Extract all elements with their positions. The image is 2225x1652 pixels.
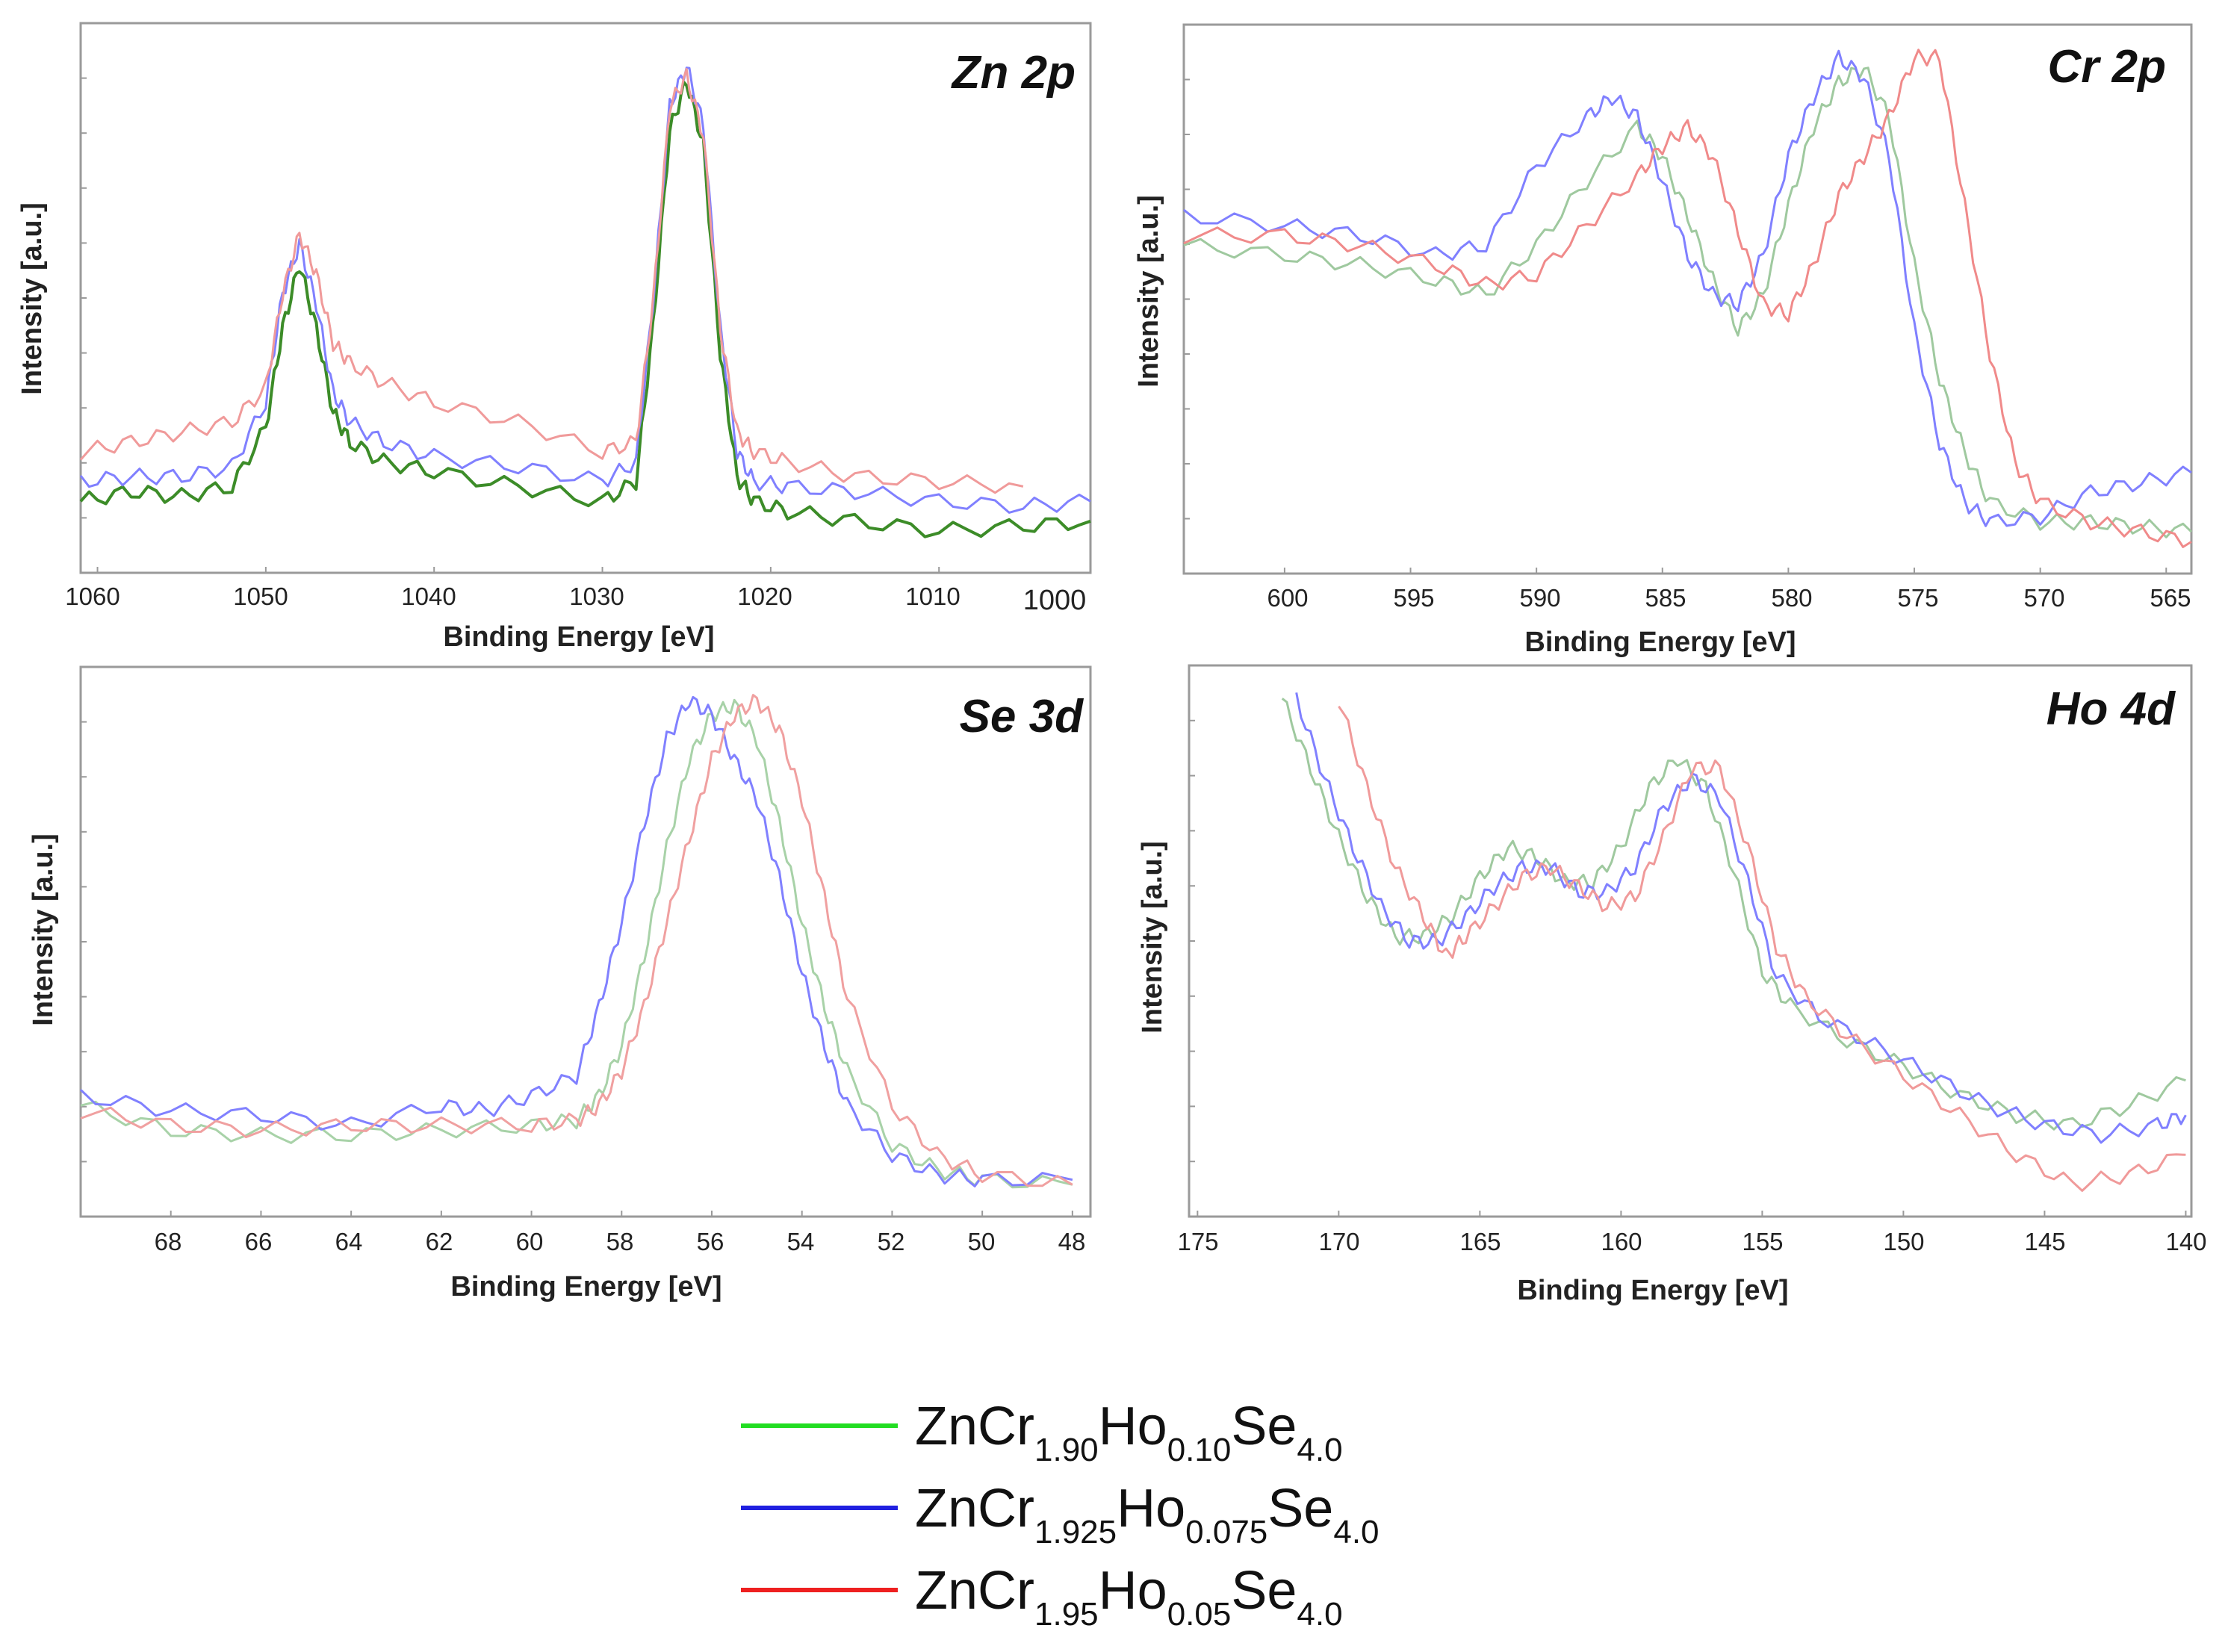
y-ticks bbox=[1189, 719, 2187, 1217]
x-tick-label: 600 bbox=[1267, 584, 1308, 612]
x-tick-label: 580 bbox=[1771, 584, 1812, 612]
x-tick-label: 50 bbox=[968, 1228, 996, 1255]
x-tick-label: 155 bbox=[1742, 1228, 1783, 1255]
legend-swatch bbox=[741, 1506, 898, 1510]
x-tick-label: 595 bbox=[1393, 584, 1434, 612]
x-tick-label: 170 bbox=[1318, 1228, 1359, 1255]
x-tick-label: 570 bbox=[2023, 584, 2064, 612]
x-tick-label: 58 bbox=[606, 1228, 634, 1255]
panel-zn-2p: Zn 2p Intensity [a.u.] Binding Energy [e… bbox=[16, 22, 1092, 653]
series-layer bbox=[1281, 692, 2187, 1192]
x-tick-labels: 68 66 64 62 60 58 56 54 52 50 48 bbox=[155, 1228, 1086, 1255]
x-tick-label: 150 bbox=[1883, 1228, 1924, 1255]
x-axis-title: Binding Energy [eV] bbox=[450, 1271, 722, 1302]
panel-title: Zn 2p bbox=[951, 47, 1076, 99]
series-line-3 bbox=[1183, 49, 2192, 548]
x-tick-label: 1010 bbox=[905, 583, 960, 610]
x-tick-label: 1050 bbox=[233, 583, 288, 610]
x-tick-label: 56 bbox=[697, 1228, 724, 1255]
plot-frame bbox=[79, 22, 1092, 574]
x-tick-labels: 175 170 165 160 155 150 145 140 bbox=[1177, 1228, 2206, 1255]
x-tick-labels: 1060 1050 1040 1030 1020 1010 1000 bbox=[65, 583, 1086, 616]
y-ticks bbox=[81, 77, 940, 573]
x-axis-title: Binding Energy [eV] bbox=[1517, 1275, 1788, 1306]
panel-ho-4d: Ho 4d Intensity [a.u.] Binding Energy [e… bbox=[1137, 664, 2207, 1306]
legend-item-ho005: ZnCr1.95Ho0.05Se4.0 bbox=[732, 1553, 1628, 1636]
x-tick-label: 1020 bbox=[737, 583, 792, 610]
legend-swatch bbox=[741, 1423, 898, 1428]
series-line-1 bbox=[79, 80, 1091, 538]
x-tick-label: 1030 bbox=[569, 583, 624, 610]
x-tick-label: 60 bbox=[516, 1228, 544, 1255]
series-line-3 bbox=[1338, 705, 2186, 1192]
x-tick-label: 62 bbox=[426, 1228, 453, 1255]
series-layer bbox=[1183, 49, 2193, 548]
plot-frame bbox=[79, 665, 1092, 1218]
legend-label: ZnCr1.925Ho0.075Se4.0 bbox=[915, 1479, 1380, 1550]
x-axis-title: Binding Energy [eV] bbox=[1524, 627, 1796, 658]
x-axis-title: Binding Energy [eV] bbox=[443, 621, 714, 653]
y-ticks bbox=[81, 721, 1073, 1217]
plot-frame bbox=[1182, 23, 2193, 575]
y-axis-title: Intensity [a.u.] bbox=[28, 833, 59, 1026]
legend-label: ZnCr1.90Ho0.10Se4.0 bbox=[915, 1397, 1343, 1468]
series-line-3 bbox=[80, 694, 1073, 1187]
legend-label: ZnCr1.95Ho0.05Se4.0 bbox=[915, 1561, 1343, 1633]
x-tick-label: 590 bbox=[1519, 584, 1560, 612]
legend: ZnCr1.90Ho0.10Se4.0 ZnCr1.925Ho0.075Se4.… bbox=[732, 1389, 1628, 1636]
y-axis-title: Intensity [a.u.] bbox=[1133, 195, 1164, 388]
series-line-2 bbox=[79, 695, 1073, 1187]
series-line-1 bbox=[1183, 66, 2193, 538]
x-tick-label: 1060 bbox=[65, 583, 120, 610]
x-tick-label: 145 bbox=[2024, 1228, 2065, 1255]
x-tick-label: 52 bbox=[878, 1228, 905, 1255]
panel-title: Se 3d bbox=[960, 691, 1084, 742]
series-line-1 bbox=[1281, 698, 2186, 1131]
x-tick-label: 54 bbox=[787, 1228, 815, 1255]
legend-item-ho010: ZnCr1.90Ho0.10Se4.0 bbox=[732, 1389, 1628, 1471]
plot-frame bbox=[1188, 664, 2193, 1218]
panel-title: Ho 4d bbox=[2046, 683, 2176, 735]
x-tick-label: 1040 bbox=[401, 583, 456, 610]
panel-cr-2p: Cr 2p Intensity [a.u.] Binding Energy [e… bbox=[1133, 23, 2193, 658]
panel-se-3d: Se 3d Intensity [a.u.] Binding Energy [e… bbox=[28, 665, 1092, 1302]
x-tick-label: 48 bbox=[1058, 1228, 1086, 1255]
x-tick-label: 1000 bbox=[1023, 585, 1087, 616]
x-tick-label: 64 bbox=[335, 1228, 363, 1255]
x-tick-label: 175 bbox=[1177, 1228, 1218, 1255]
series-line-2 bbox=[1295, 692, 2187, 1144]
x-tick-label: 585 bbox=[1645, 584, 1686, 612]
x-tick-label: 160 bbox=[1601, 1228, 1642, 1255]
x-tick-label: 165 bbox=[1459, 1228, 1501, 1255]
legend-swatch bbox=[741, 1588, 898, 1592]
series-layer bbox=[79, 66, 1091, 538]
x-tick-label: 140 bbox=[2165, 1228, 2206, 1255]
series-line-2 bbox=[1183, 49, 2192, 527]
legend-item-ho0075: ZnCr1.925Ho0.075Se4.0 bbox=[732, 1471, 1628, 1553]
y-axis-title: Intensity [a.u.] bbox=[16, 202, 48, 395]
series-line-3 bbox=[79, 67, 1024, 494]
x-tick-label: 66 bbox=[245, 1228, 273, 1255]
x-tick-label: 68 bbox=[155, 1228, 182, 1255]
panel-title: Cr 2p bbox=[2048, 41, 2166, 93]
series-layer bbox=[79, 694, 1073, 1189]
x-tick-label: 565 bbox=[2150, 584, 2191, 612]
x-tick-label: 575 bbox=[1897, 584, 1938, 612]
x-tick-labels: 600 595 590 585 580 575 570 565 bbox=[1267, 584, 2191, 612]
y-axis-title: Intensity [a.u.] bbox=[1137, 841, 1168, 1034]
series-line-1 bbox=[80, 698, 1073, 1189]
